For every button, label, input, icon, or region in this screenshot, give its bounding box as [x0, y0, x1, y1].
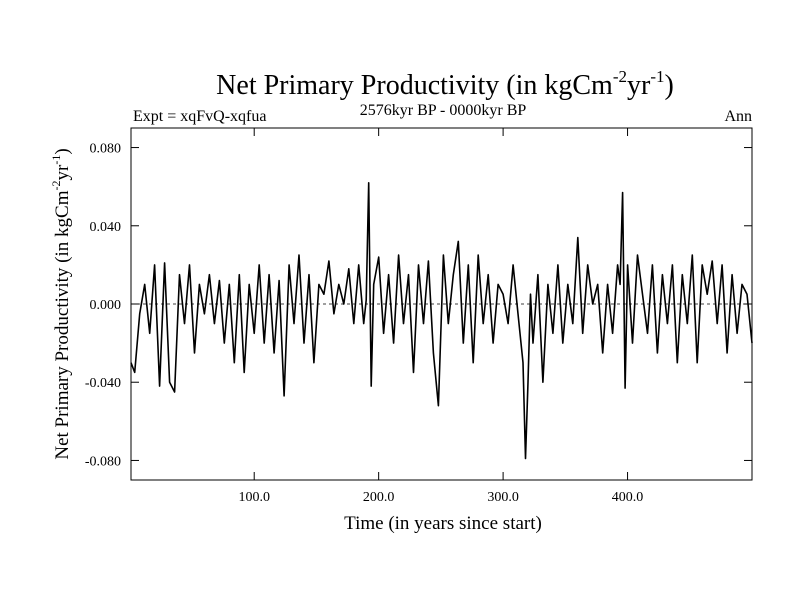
y-tick-label-3: -0.040 [85, 376, 121, 391]
subtitle-right: Ann [724, 108, 752, 125]
y-tick-label-2: 0.000 [90, 298, 122, 313]
y-tick-label-1: 0.040 [90, 220, 122, 235]
chart-title: Net Primary Productivity (in kgCm-2yr-1) [216, 67, 674, 101]
subtitle-center: 2576kyr BP - 0000kyr BP [360, 102, 527, 119]
x-axis-label: Time (in years since start) [344, 513, 542, 534]
x-tick-label-1: 200.0 [363, 490, 395, 505]
x-tick-label-2: 300.0 [487, 490, 519, 505]
x-tick-label-3: 400.0 [612, 490, 644, 505]
x-axis: 100.0 200.0 300.0 400.0 [238, 128, 643, 505]
x-tick-label-0: 100.0 [238, 490, 270, 505]
series-line-npp [130, 182, 753, 460]
subtitle-left: Expt = xqFvQ-xqfua [133, 108, 266, 125]
y-axis-label: Net Primary Productivity (in kgCm-2yr-1) [49, 148, 73, 459]
y-axis: 0.080 0.040 0.000 -0.040 -0.080 [85, 142, 752, 469]
y-tick-label-0: 0.080 [90, 142, 122, 157]
y-tick-label-4: -0.080 [85, 454, 121, 469]
